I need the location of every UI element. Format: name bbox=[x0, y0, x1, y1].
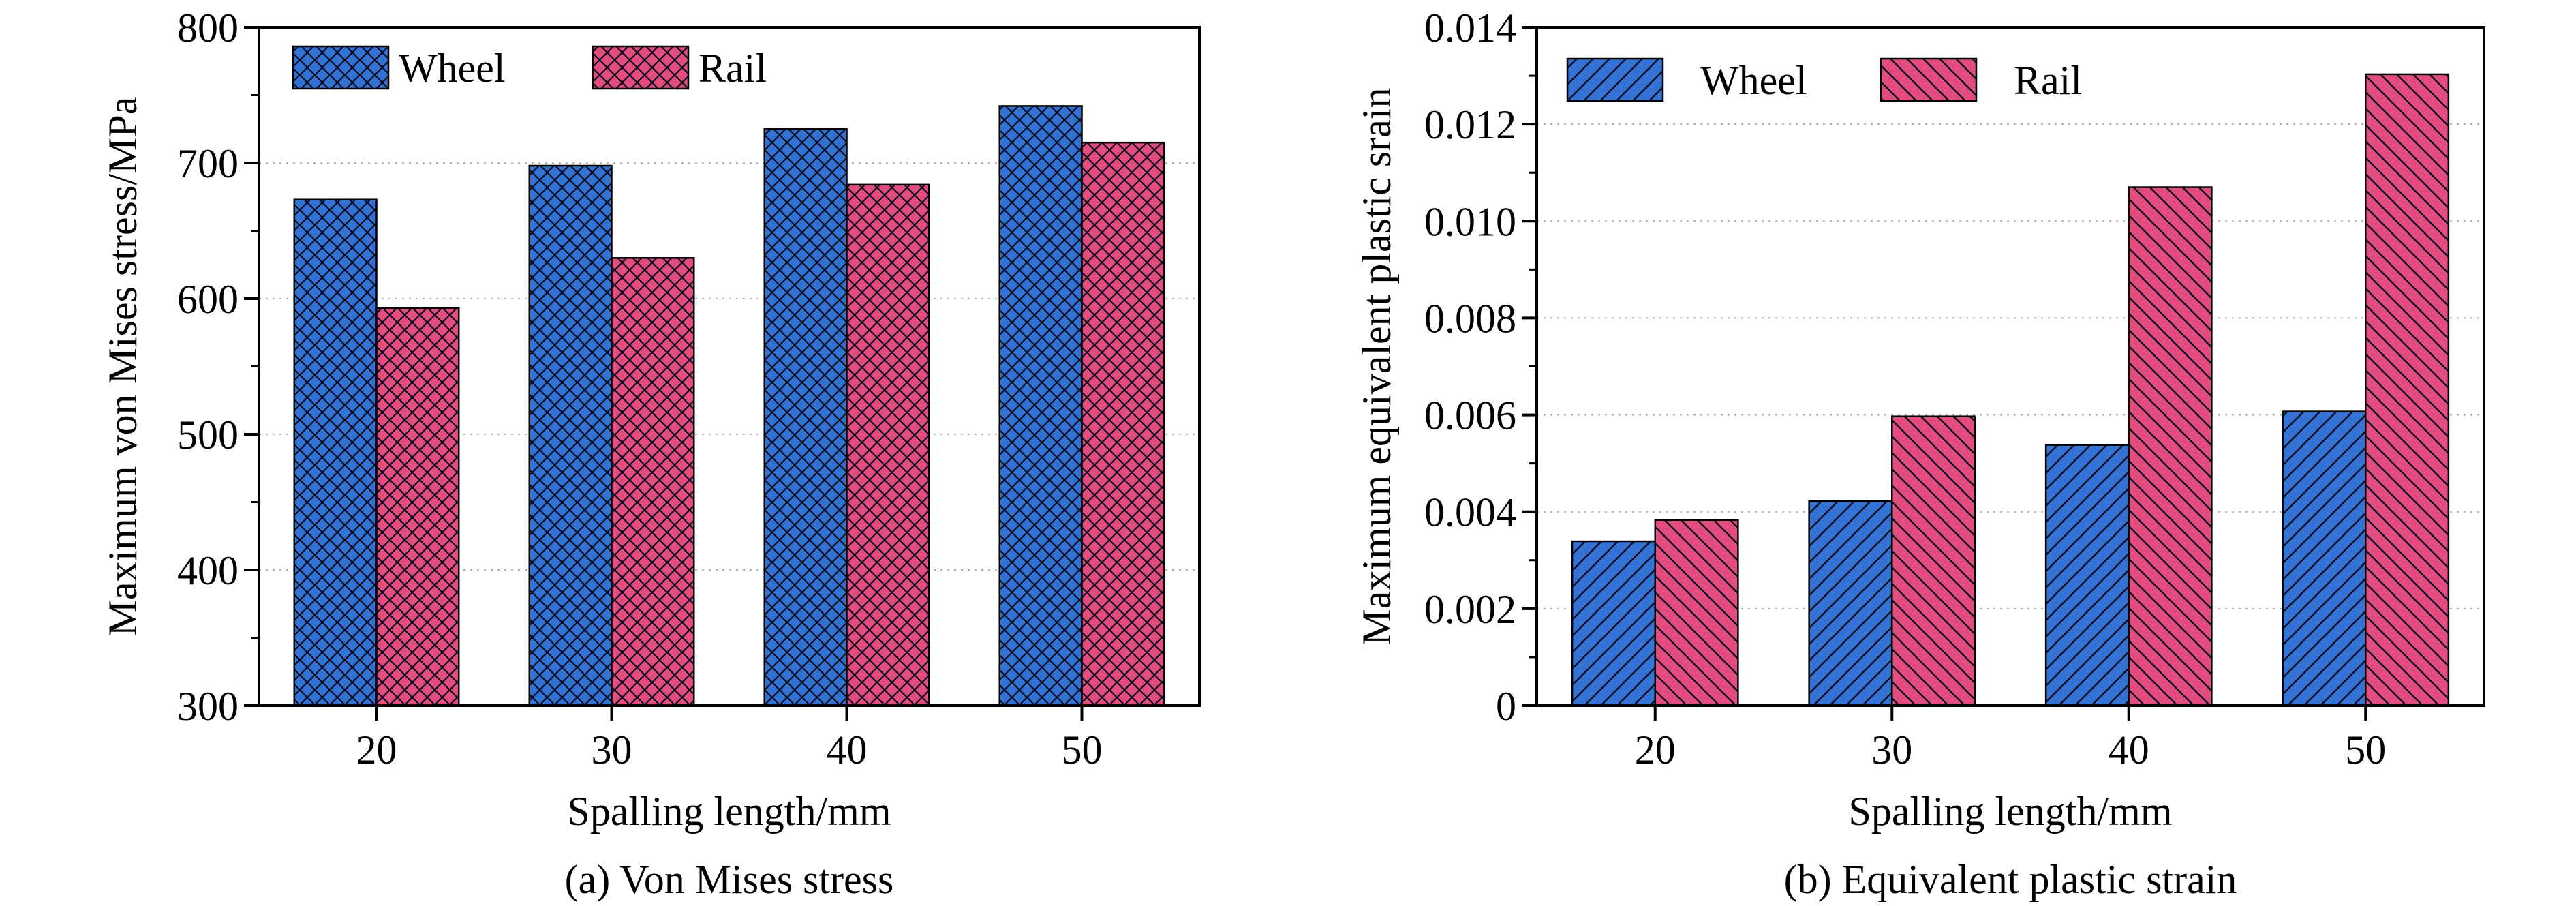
legend-swatch-hatch bbox=[1567, 59, 1663, 101]
bar-wheel-40-hatch bbox=[763, 128, 848, 707]
x-axis-ticks: 20 30 40 50 bbox=[356, 706, 1103, 772]
bars bbox=[1571, 73, 2450, 707]
bars bbox=[293, 105, 1165, 707]
x-tick-label: 30 bbox=[1871, 727, 1912, 772]
chart-panel-strain: 0 0.002 0.004 0.006 0.008 0.010 0.012 0.014 20 3… bbox=[1354, 5, 2485, 902]
bar-wheel-30-hatch bbox=[1808, 500, 1893, 707]
bar-rail-20-hatch bbox=[1654, 519, 1739, 707]
legend-label-rail: Rail bbox=[2014, 58, 2082, 103]
bar-rail-40-hatch bbox=[846, 183, 930, 707]
x-tick-label: 20 bbox=[356, 727, 397, 772]
y-tick-label: 600 bbox=[177, 277, 239, 322]
bar-rail-40-hatch bbox=[2128, 186, 2213, 707]
y-tick-label: 400 bbox=[177, 548, 239, 593]
y-tick-label: 0.008 bbox=[1424, 296, 1516, 341]
x-tick-label: 40 bbox=[827, 727, 868, 772]
bar-rail-20-hatch bbox=[375, 307, 460, 707]
x-tick-label: 40 bbox=[2109, 727, 2149, 772]
bar-wheel-20-hatch bbox=[1571, 540, 1656, 707]
legend-swatch-hatch bbox=[593, 46, 688, 89]
legend: Wheel Rail bbox=[292, 45, 767, 91]
x-axis-ticks: 20 30 40 50 bbox=[1635, 706, 2386, 772]
y-tick-label: 500 bbox=[177, 412, 239, 457]
y-tick-label: 0.010 bbox=[1424, 199, 1516, 244]
legend-label-rail: Rail bbox=[699, 46, 767, 91]
y-axis-ticks: 300 400 500 600 700 800 bbox=[177, 5, 259, 729]
bar-wheel-50-hatch bbox=[2282, 410, 2367, 707]
y-tick-label: 0.012 bbox=[1424, 102, 1516, 147]
y-tick-label: 0 bbox=[1496, 684, 1516, 729]
legend-swatch-hatch bbox=[293, 46, 388, 89]
x-tick-label: 30 bbox=[592, 727, 632, 772]
figure-caption: (a) Von Mises stress bbox=[565, 857, 894, 902]
bar-rail-50-hatch bbox=[2365, 73, 2450, 707]
y-tick-label: 0.002 bbox=[1424, 587, 1516, 632]
legend-label-wheel: Wheel bbox=[1700, 58, 1807, 103]
y-axis-title: Maximum equivalent plastic srain bbox=[1354, 87, 1399, 645]
y-tick-label: 300 bbox=[177, 684, 239, 729]
chart-panel-stress: 300 400 500 600 700 800 20 30 40 50 Wheel Rail M… bbox=[100, 5, 1201, 902]
legend-label-wheel: Wheel bbox=[399, 46, 506, 91]
bar-wheel-40-hatch bbox=[2044, 444, 2130, 707]
x-tick-label: 20 bbox=[1635, 727, 1676, 772]
y-tick-label: 0.004 bbox=[1424, 490, 1516, 535]
bar-wheel-20-hatch bbox=[293, 198, 378, 707]
legend: Wheel Rail bbox=[1566, 57, 2082, 103]
y-tick-label: 0.014 bbox=[1424, 5, 1516, 50]
y-axis-ticks: 0 0.002 0.004 0.006 0.008 0.010 0.012 0.014 bbox=[1424, 5, 1537, 729]
legend-swatch-hatch bbox=[1881, 59, 1976, 101]
y-tick-label: 0.006 bbox=[1424, 393, 1516, 438]
bar-wheel-50-hatch bbox=[998, 105, 1083, 707]
bar-rail-30-hatch bbox=[1891, 415, 1976, 707]
x-axis-title: Spalling length/mm bbox=[568, 789, 891, 834]
bar-rail-30-hatch bbox=[611, 257, 695, 707]
bar-wheel-30-hatch bbox=[528, 164, 613, 707]
x-tick-label: 50 bbox=[2345, 727, 2386, 772]
x-axis-title: Spalling length/mm bbox=[1849, 789, 2173, 834]
y-tick-label: 700 bbox=[177, 141, 239, 186]
figure-caption: (b) Equivalent plastic strain bbox=[1784, 857, 2237, 902]
bar-rail-50-hatch bbox=[1081, 141, 1165, 707]
y-tick-label: 800 bbox=[177, 5, 239, 50]
x-tick-label: 50 bbox=[1062, 727, 1103, 772]
y-axis-title: Maximum von Mises stress/MPa bbox=[100, 97, 145, 637]
